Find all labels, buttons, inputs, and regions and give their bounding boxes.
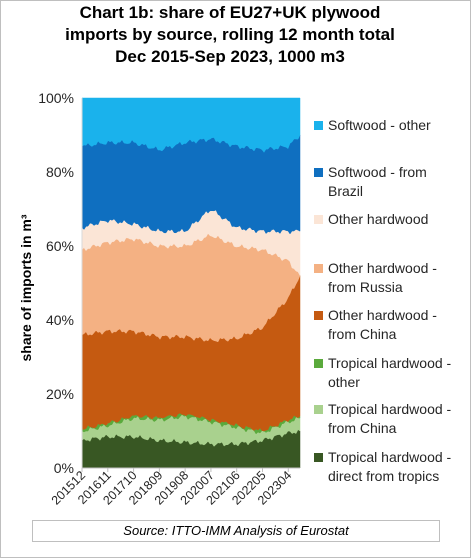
legend-label: Tropical hardwood - direct from tropics — [328, 449, 452, 484]
legend-swatch — [314, 121, 323, 130]
y-tick-label: 20% — [46, 386, 74, 402]
area-layers — [81, 97, 301, 469]
legend-label: Softwood - from Brazil — [328, 164, 427, 199]
legend-label: Tropical hardwood - from China — [328, 401, 452, 436]
legend-swatch — [314, 453, 323, 462]
source-box: Source: ITTO-IMM Analysis of Eurostat — [32, 520, 440, 542]
title-line-2: imports by source, rolling 12 month tota… — [65, 25, 395, 44]
y-tick-label: 40% — [46, 312, 74, 328]
y-tick-label: 60% — [46, 238, 74, 254]
title-line-3: Dec 2015-Sep 2023, 1000 m3 — [115, 47, 345, 66]
source-text: Source: ITTO-IMM Analysis of Eurostat — [123, 523, 349, 538]
y-axis-label: share of imports in m³ — [18, 214, 34, 361]
legend-label: Softwood - other — [328, 117, 431, 133]
legend-label: Other hardwood — [328, 211, 429, 227]
chart-title: Chart 1b: share of EU27+UK plywood impor… — [40, 2, 420, 68]
legend-swatch — [314, 311, 323, 320]
legend-label: Other hardwood - from Russia — [328, 260, 437, 295]
legend-swatch — [314, 405, 323, 414]
area-softwood-other — [81, 97, 301, 153]
y-tick-label: 0% — [54, 460, 74, 476]
area-softwood-from-brazil — [81, 134, 301, 235]
legend-swatch — [314, 215, 323, 224]
legend-swatch — [314, 168, 323, 177]
legend-label: Tropical hardwood - other — [328, 355, 452, 390]
y-tick-label: 80% — [46, 164, 74, 180]
legend-swatch — [314, 359, 323, 368]
title-line-1: Chart 1b: share of EU27+UK plywood — [79, 3, 381, 22]
legend-label: Other hardwood - from China — [328, 307, 437, 342]
y-tick-label: 100% — [38, 90, 74, 106]
legend-swatch — [314, 264, 323, 273]
